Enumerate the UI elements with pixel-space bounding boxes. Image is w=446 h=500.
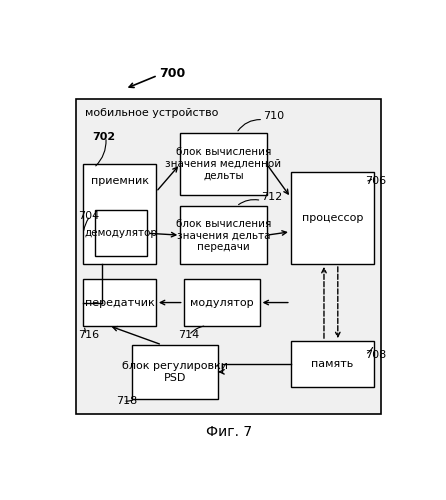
Text: 702: 702 <box>92 132 115 142</box>
Text: передатчик: передатчик <box>85 298 155 308</box>
Text: модулятор: модулятор <box>190 298 253 308</box>
Bar <box>83 280 156 326</box>
Text: демодулятор: демодулятор <box>85 228 158 238</box>
Text: процессор: процессор <box>301 213 363 223</box>
Text: блок регулировки
PSD: блок регулировки PSD <box>122 361 228 382</box>
Bar <box>77 98 380 414</box>
Text: 716: 716 <box>78 330 99 340</box>
Bar <box>184 280 260 326</box>
Text: 700: 700 <box>160 67 186 80</box>
Text: 718: 718 <box>116 396 137 406</box>
Text: память: память <box>311 359 353 369</box>
Text: мобильное устройство: мобильное устройство <box>85 108 219 118</box>
Text: 712: 712 <box>261 192 283 202</box>
Text: Фиг. 7: Фиг. 7 <box>206 424 252 438</box>
Text: 708: 708 <box>365 350 386 360</box>
Bar <box>83 164 156 264</box>
Text: блок вычисления
значения медленной
дельты: блок вычисления значения медленной дельт… <box>165 148 281 180</box>
Text: 714: 714 <box>178 330 200 340</box>
Bar <box>180 206 267 264</box>
Bar <box>95 210 147 256</box>
Bar <box>180 133 267 194</box>
Text: 704: 704 <box>78 211 99 221</box>
Text: блок вычисления
значения дельта
передачи: блок вычисления значения дельта передачи <box>176 218 271 252</box>
Bar <box>132 345 218 399</box>
Bar <box>291 172 374 264</box>
Text: 710: 710 <box>263 111 284 121</box>
Bar <box>291 341 374 387</box>
Text: приемник: приемник <box>91 176 149 186</box>
Text: 706: 706 <box>365 176 386 186</box>
